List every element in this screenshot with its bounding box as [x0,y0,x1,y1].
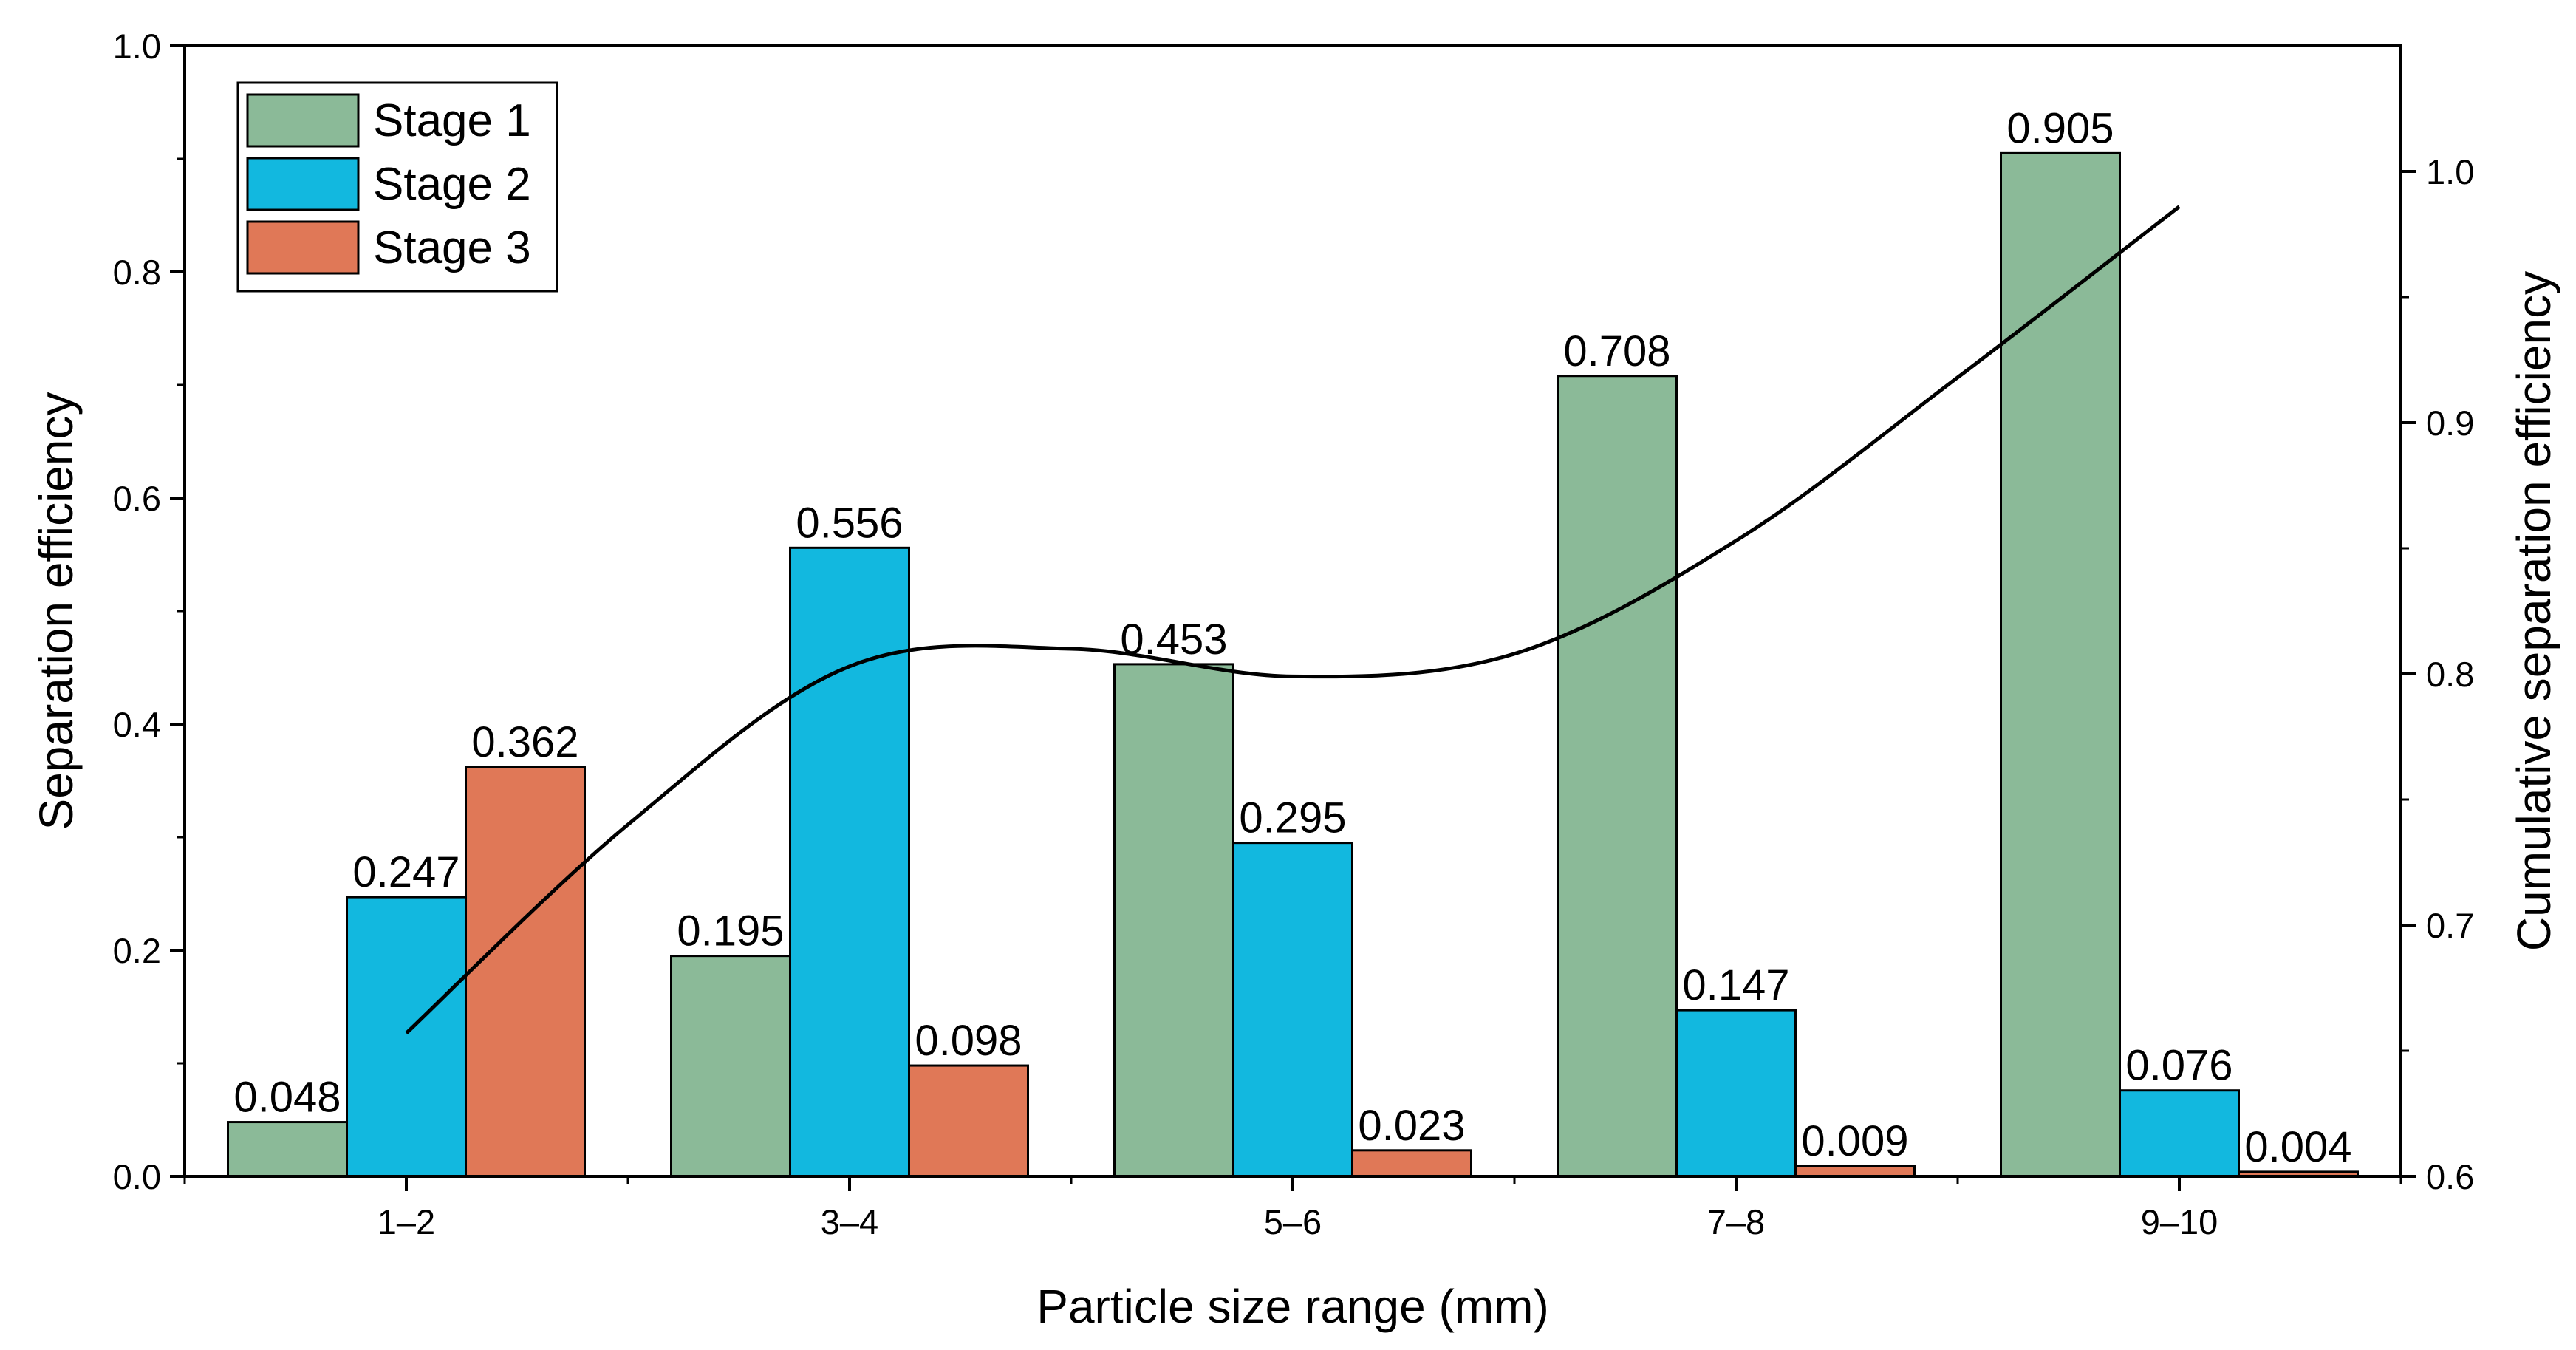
data-label-stage-2-0: 0.247 [352,848,459,896]
data-label-stage-1-0: 0.048 [233,1074,341,1122]
y-axis-title: Separation efficiency [30,392,83,831]
data-label-stage-1-1: 0.195 [677,907,784,955]
legend-swatch-stage-1 [246,93,360,148]
bar-stage-1-2 [1113,663,1234,1178]
y-tick-label-1: 0.2 [113,931,161,970]
x-axis-title: Particle size range (mm) [1036,1280,1549,1333]
legend-label-stage-3: Stage 3 [373,222,531,273]
legend-swatch-stage-2 [246,157,360,211]
ticks-layer: 0.0 0.2 0.4 0.6 0.8 1.0 0.6 0.7 0.8 0.9 1.0 1–2 3–4 5… [113,27,2475,1241]
y2-tick-label-1: 0.7 [2426,906,2474,945]
y-tick-label-2: 0.4 [113,705,161,744]
data-label-stage-1-2: 0.453 [1120,616,1227,664]
y-tick-label-5: 1.0 [113,27,161,66]
bar-stage-1-3 [1557,375,1678,1178]
legend-label-stage-2: Stage 2 [373,159,531,210]
y-tick-label-4: 0.8 [113,253,161,292]
data-label-stage-3-1: 0.098 [915,1017,1022,1065]
data-label-stage-3-2: 0.023 [1358,1102,1465,1150]
bar-stage-2-3 [1675,1009,1797,1178]
data-label-stage-3-3: 0.009 [1801,1117,1908,1165]
bar-stage-2-0 [346,896,467,1178]
y2-tick-label-3: 0.9 [2426,403,2474,443]
labels-layer: 0.048 0.195 0.453 0.708 0.905 0.247 0.556 0.295… [233,104,2351,1171]
x-tick-label-3: 7–8 [1707,1202,1765,1241]
bar-stage-3-3 [1794,1165,1916,1178]
y2-tick-label-2: 0.8 [2426,655,2474,694]
bar-stage-1-0 [227,1121,348,1178]
line-layer [405,205,2181,1035]
legend: Stage 1 Stage 2 Stage 3 [236,81,558,293]
x-tick-label-2: 5–6 [1264,1202,1322,1241]
legend-label-stage-1: Stage 1 [373,95,531,146]
cumulative-efficiency-line [405,205,2181,1035]
data-label-stage-2-1: 0.556 [796,499,903,547]
data-label-stage-1-4: 0.905 [2006,104,2114,152]
y-tick-label-3: 0.6 [113,479,161,518]
titles-layer: Particle size range (mm) Separation effi… [30,271,2560,1333]
bars-layer [227,151,2359,1178]
y-tick-label-0: 0.0 [113,1157,161,1196]
x-tick-label-0: 1–2 [377,1202,435,1241]
bar-stage-2-4 [2119,1089,2240,1178]
bar-stage-3-1 [908,1064,1029,1178]
legend-swatch-stage-3 [246,220,360,275]
y2-tick-label-4: 1.0 [2426,152,2474,191]
data-label-stage-1-3: 0.708 [1563,327,1670,375]
data-label-stage-3-4: 0.004 [2244,1123,2351,1171]
bar-stage-1-1 [670,955,791,1178]
data-label-stage-2-2: 0.295 [1239,794,1346,842]
x-tick-label-1: 3–4 [821,1202,878,1241]
bar-stage-2-2 [1232,842,1353,1178]
x-tick-label-4: 9–10 [2141,1202,2218,1241]
data-label-stage-2-3: 0.147 [1682,961,1789,1009]
y2-axis-title: Cumulative separation efficiency [2507,271,2560,951]
bar-stage-3-2 [1351,1149,1472,1178]
bar-stage-2-1 [789,546,910,1178]
data-label-stage-2-4: 0.076 [2125,1042,2232,1090]
y2-tick-label-0: 0.6 [2426,1157,2474,1196]
bar-stage-1-4 [2000,151,2121,1178]
bar-stage-3-0 [465,766,586,1178]
data-label-stage-3-0: 0.362 [471,718,578,766]
